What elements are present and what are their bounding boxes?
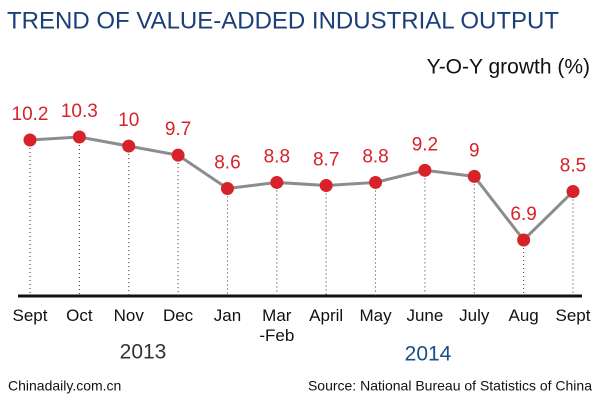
x-tick-label: Mar -Feb bbox=[259, 306, 295, 345]
data-point bbox=[72, 130, 86, 144]
x-tick-label: Oct bbox=[66, 306, 93, 325]
data-label: 8.6 bbox=[214, 153, 240, 174]
data-point bbox=[122, 139, 136, 153]
x-tick-label: July bbox=[459, 306, 490, 325]
year-label: 2014 bbox=[405, 343, 452, 366]
data-point bbox=[369, 175, 383, 189]
data-label: 6.9 bbox=[510, 204, 536, 225]
data-label: 10.2 bbox=[12, 104, 49, 125]
data-label: 8.5 bbox=[560, 156, 586, 177]
x-tick-label: May bbox=[359, 306, 392, 325]
chart-subtitle: Y-O-Y growth (%) bbox=[427, 56, 590, 79]
data-point bbox=[220, 182, 234, 195]
x-tick-label: Sept bbox=[12, 306, 48, 325]
data-label: 9 bbox=[469, 140, 480, 161]
x-tick-label: Nov bbox=[113, 306, 144, 325]
source: Source: National Bureau of Statistics of… bbox=[308, 378, 592, 394]
x-tick-label: Sept bbox=[555, 306, 591, 325]
chart-title: TREND OF VALUE-ADDED INDUSTRIAL OUTPUT bbox=[7, 7, 559, 34]
data-label: 10 bbox=[118, 110, 139, 131]
data-point bbox=[23, 133, 37, 147]
data-point bbox=[566, 185, 580, 199]
data-label: 8.8 bbox=[264, 146, 290, 167]
data-label: 9.2 bbox=[412, 134, 438, 155]
data-point bbox=[418, 163, 432, 177]
year-label: 2013 bbox=[120, 341, 167, 364]
data-point bbox=[270, 175, 284, 189]
credit: Chinadaily.com.cn bbox=[8, 378, 121, 394]
data-label: 8.8 bbox=[362, 146, 388, 167]
data-point bbox=[319, 178, 333, 192]
series-line bbox=[29, 135, 575, 243]
data-label: 10.3 bbox=[61, 101, 98, 122]
x-tick-label: June bbox=[406, 306, 444, 325]
x-tick-label: Aug bbox=[508, 306, 539, 325]
data-label: 9.7 bbox=[165, 119, 191, 140]
data-label: 8.7 bbox=[313, 149, 339, 170]
data-point bbox=[467, 169, 481, 183]
data-point bbox=[171, 148, 185, 162]
x-tick-label: Dec bbox=[162, 306, 194, 325]
x-tick-label: April bbox=[309, 306, 344, 325]
x-tick-label: Jan bbox=[213, 306, 242, 325]
data-point bbox=[517, 233, 531, 247]
